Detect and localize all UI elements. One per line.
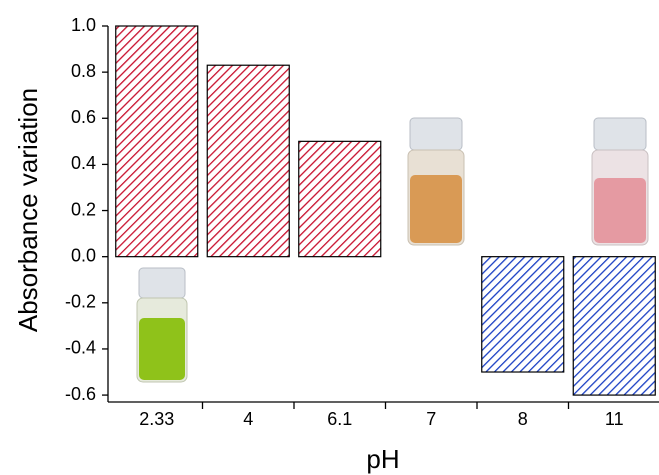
y-tick-label: 1.0 [71, 15, 96, 35]
x-tick-label: 4 [243, 409, 253, 429]
y-tick-label: 0.2 [71, 199, 96, 219]
y-tick-label: 0.6 [71, 107, 96, 127]
vial-green [137, 268, 187, 382]
x-tick-label: 11 [605, 409, 624, 429]
x-axis-label: pH [366, 444, 399, 474]
x-tick-label: 7 [426, 409, 436, 429]
y-tick-label: -0.4 [65, 338, 96, 358]
bar [482, 257, 564, 372]
page: Absorbance variation pH -0.6 -0.4 -0.2 0.0 0… [0, 0, 659, 475]
y-tick-label: 0.0 [71, 245, 96, 265]
chart: Absorbance variation pH -0.6 -0.4 -0.2 0.0 0… [0, 0, 659, 475]
bar [207, 65, 289, 256]
y-tick-label: -0.6 [65, 384, 96, 404]
y-tick-label: 0.4 [71, 153, 96, 173]
bar [299, 141, 381, 256]
vial-orange [408, 118, 464, 245]
x-tick-label: 2.33 [139, 409, 174, 429]
y-tick-label: 0.8 [71, 61, 96, 81]
y-axis-label: Absorbance variation [13, 88, 43, 332]
bar [116, 26, 198, 257]
y-tick-label: -0.2 [65, 292, 96, 312]
x-tick-label: 6.1 [327, 409, 352, 429]
x-tick-label: 8 [518, 409, 528, 429]
vial-pink [592, 118, 648, 245]
bar [573, 257, 655, 395]
